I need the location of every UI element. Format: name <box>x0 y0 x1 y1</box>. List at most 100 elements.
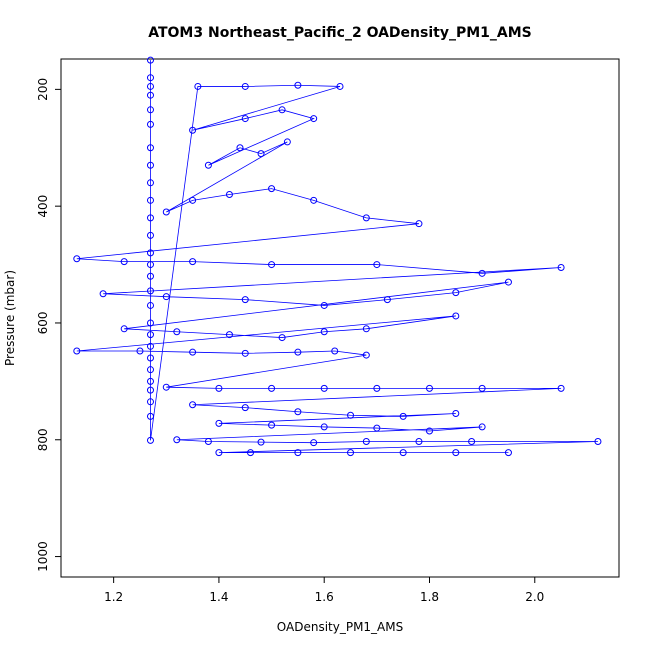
plot-layer <box>73 56 602 457</box>
data-point <box>268 384 276 392</box>
data-point <box>146 249 154 257</box>
data-point <box>194 82 202 90</box>
plot-frame <box>60 58 620 578</box>
data-point <box>225 331 233 339</box>
data-point <box>120 325 128 333</box>
x-tick-label: 1.4 <box>209 590 228 604</box>
data-point <box>278 106 286 114</box>
data-point <box>146 74 154 82</box>
data-point <box>146 56 154 64</box>
x-axis-label: OADensity_PM1_AMS <box>277 620 403 634</box>
data-point <box>452 289 460 297</box>
data-point <box>415 438 423 446</box>
data-point <box>146 436 154 444</box>
data-point <box>189 196 197 204</box>
data-point <box>146 354 154 362</box>
data-point <box>478 423 486 431</box>
data-point <box>452 449 460 457</box>
data-point <box>162 383 170 391</box>
data-point <box>320 423 328 431</box>
data-point <box>452 409 460 417</box>
data-point <box>146 377 154 385</box>
y-tick-label: 200 <box>36 78 50 101</box>
y-tick-label: 1000 <box>36 541 50 572</box>
data-point <box>215 384 223 392</box>
data-point <box>146 144 154 152</box>
data-point <box>189 258 197 266</box>
data-point <box>73 255 81 263</box>
data-point <box>146 342 154 350</box>
data-point <box>320 384 328 392</box>
data-point <box>241 296 249 304</box>
x-tick-label: 2.0 <box>525 590 544 604</box>
data-point <box>294 408 302 416</box>
data-point <box>362 214 370 222</box>
data-point <box>257 150 265 158</box>
data-point <box>310 439 318 447</box>
data-point <box>347 411 355 419</box>
data-point <box>320 301 328 309</box>
data-point <box>310 196 318 204</box>
data-point <box>399 449 407 457</box>
data-point <box>452 312 460 320</box>
data-point <box>399 412 407 420</box>
data-point <box>425 427 433 435</box>
data-point <box>146 287 154 295</box>
data-point <box>73 347 81 355</box>
data-point <box>294 348 302 356</box>
data-point <box>504 278 512 286</box>
data-point <box>99 290 107 298</box>
data-point <box>173 328 181 336</box>
data-point <box>162 293 170 301</box>
data-point <box>373 384 381 392</box>
data-point <box>204 161 212 169</box>
data-point <box>146 301 154 309</box>
data-point <box>557 384 565 392</box>
data-point <box>225 190 233 198</box>
data-point <box>120 258 128 266</box>
data-point <box>283 138 291 146</box>
data-point <box>362 438 370 446</box>
data-point <box>241 115 249 123</box>
data-point <box>241 349 249 357</box>
data-point <box>146 231 154 239</box>
data-point <box>415 220 423 228</box>
data-point <box>247 449 255 457</box>
x-tick-label: 1.8 <box>420 590 439 604</box>
data-point <box>146 91 154 99</box>
data-point <box>331 347 339 355</box>
data-point <box>294 449 302 457</box>
data-point <box>362 351 370 359</box>
data-point <box>373 424 381 432</box>
data-point <box>336 82 344 90</box>
data-point <box>146 106 154 114</box>
data-point <box>189 401 197 409</box>
data-point <box>215 419 223 427</box>
data-point <box>268 185 276 193</box>
data-point <box>146 386 154 394</box>
data-point <box>241 404 249 412</box>
data-point <box>425 384 433 392</box>
data-point <box>310 115 318 123</box>
data-point <box>383 296 391 304</box>
y-tick-label: 800 <box>36 428 50 451</box>
y-axis-label: Pressure (mbar) <box>3 270 17 366</box>
y-tick-label: 400 <box>36 195 50 218</box>
y-tick-label: 600 <box>36 312 50 335</box>
data-point <box>236 144 244 152</box>
data-point <box>347 449 355 457</box>
series-line <box>76 60 598 454</box>
data-point <box>146 179 154 187</box>
data-point <box>173 436 181 444</box>
x-tick-label: 1.6 <box>315 590 334 604</box>
data-point <box>136 347 144 355</box>
data-point <box>257 438 265 446</box>
data-point <box>362 325 370 333</box>
data-point <box>146 331 154 339</box>
data-point <box>294 81 302 89</box>
data-point <box>189 348 197 356</box>
data-point <box>146 272 154 280</box>
data-point <box>241 82 249 90</box>
